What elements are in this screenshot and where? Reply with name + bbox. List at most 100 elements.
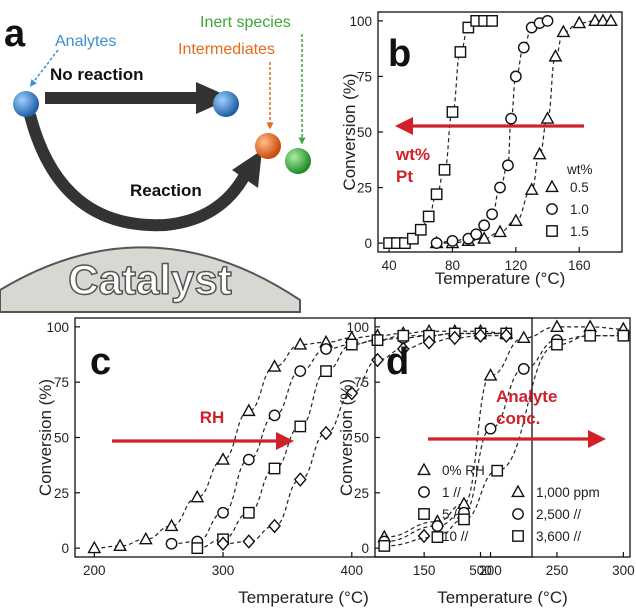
- legend-marker-diamond: [417, 528, 431, 544]
- y-tick-label: 25: [54, 486, 69, 501]
- data-point-circle: [217, 506, 229, 519]
- x-tick-label: 400: [341, 563, 364, 578]
- legend-marker-triangle: [545, 179, 559, 193]
- x-tick-label: 250: [546, 563, 569, 578]
- data-point-triangle: [477, 231, 492, 244]
- analyte-sphere: [13, 91, 39, 117]
- analyte-sphere-unreacted: [213, 91, 239, 117]
- analyte-conc-arrow-head: [588, 430, 606, 448]
- data-point-diamond: [242, 534, 256, 549]
- data-point-square: [431, 531, 444, 543]
- data-point-diamond: [268, 518, 281, 534]
- data-point-square: [486, 14, 498, 27]
- data-point-square: [414, 223, 427, 236]
- x-tick-label: 150: [413, 563, 436, 578]
- legend-marker-square: [418, 508, 430, 520]
- data-point-circle: [502, 159, 514, 172]
- data-point-triangle: [508, 213, 523, 227]
- analytes-pointer: [29, 49, 59, 87]
- y-tick-label: 25: [354, 486, 369, 501]
- data-point-circle: [470, 228, 483, 241]
- wt-pt-arrow-head: [395, 117, 413, 135]
- data-point-circle: [165, 537, 178, 550]
- data-point-triangle: [524, 182, 539, 195]
- legend-entry: 3,600 //: [536, 529, 581, 544]
- panel-letter-c: c: [90, 341, 111, 383]
- data-point-circle: [268, 409, 281, 422]
- legend-marker-triangle: [511, 484, 525, 498]
- data-point-triangle: [216, 452, 230, 465]
- legend-entry: 0% RH: [442, 463, 485, 478]
- data-point-triangle: [267, 359, 282, 372]
- data-point-triangle: [483, 368, 498, 381]
- reaction-arrowhead: [232, 150, 262, 188]
- y-tick-label: 50: [357, 125, 372, 140]
- legend-entry: 2,500 //: [536, 507, 581, 522]
- data-point-circle: [431, 520, 444, 532]
- data-point-triangle: [556, 24, 571, 38]
- data-point-diamond: [345, 385, 359, 401]
- y-tick-label: 0: [61, 541, 69, 556]
- data-point-triangle: [87, 540, 102, 554]
- data-point-square: [584, 329, 597, 342]
- data-point-square: [191, 542, 204, 555]
- wt-pt-label-line1: wt%: [395, 145, 430, 164]
- data-point-triangle: [138, 531, 153, 545]
- reaction-arrow: [24, 113, 251, 232]
- data-point-circle: [505, 112, 517, 125]
- data-point-square: [422, 210, 435, 223]
- legend-marker-square: [546, 225, 558, 237]
- intermediate-sphere: [255, 133, 281, 159]
- data-point-square: [438, 163, 451, 176]
- data-point-triangle: [293, 337, 308, 350]
- y-tick-label: 100: [46, 320, 69, 335]
- data-point-diamond: [293, 472, 307, 487]
- wt-pt-label-line2: Pt: [396, 167, 413, 186]
- series-line-0: [384, 326, 624, 538]
- y-tick-label: 50: [54, 431, 69, 446]
- y-tick-label: 75: [54, 375, 69, 390]
- legend-marker-square: [512, 530, 524, 542]
- panel-a-schematic: Catalyst No reaction Reaction a Analytes…: [0, 13, 311, 313]
- x-tick-label: 80: [445, 258, 460, 273]
- analyte-conc-label-line2: conc.: [496, 409, 540, 428]
- x-tick-label: 120: [505, 258, 528, 273]
- y-tick-label: 75: [357, 69, 372, 84]
- y-axis-title: Conversion (%): [337, 379, 356, 496]
- data-point-square: [462, 21, 475, 34]
- data-point-square: [446, 106, 459, 118]
- data-point-triangle: [113, 538, 127, 552]
- legend-entry: 1,000 ppm: [536, 485, 600, 500]
- x-tick-label: 200: [83, 563, 106, 578]
- data-point-diamond: [422, 335, 436, 350]
- data-point-square: [371, 334, 384, 347]
- legend-entry: 1.0: [570, 202, 589, 217]
- data-point-square: [406, 232, 419, 245]
- data-point-circle: [478, 219, 491, 232]
- data-point-diamond: [216, 536, 230, 552]
- data-point-diamond: [448, 330, 462, 346]
- data-point-square: [242, 506, 255, 519]
- catalyst-label: Catalyst: [68, 256, 231, 303]
- data-point-square: [397, 329, 410, 342]
- data-point-circle: [242, 453, 255, 466]
- data-point-square: [345, 338, 358, 351]
- data-point-circle: [517, 362, 530, 375]
- legend-marker-circle: [546, 203, 558, 215]
- data-point-circle: [494, 181, 506, 194]
- data-point-square: [378, 540, 391, 552]
- legend-title: wt%: [566, 162, 593, 177]
- legend-entry: 0.5: [570, 180, 589, 195]
- data-point-circle: [320, 343, 332, 355]
- x-tick-label: 200: [479, 563, 502, 578]
- data-point-diamond: [396, 341, 410, 357]
- data-point-triangle: [540, 111, 555, 124]
- catalyst-surface: [0, 246, 301, 313]
- data-point-square: [491, 464, 504, 477]
- reaction-label: Reaction: [130, 181, 202, 200]
- data-point-triangle: [572, 15, 587, 29]
- rh-label: RH: [200, 408, 225, 427]
- data-point-triangle: [532, 146, 547, 160]
- rh-arrow-head: [276, 432, 294, 450]
- data-point-triangle: [550, 319, 564, 332]
